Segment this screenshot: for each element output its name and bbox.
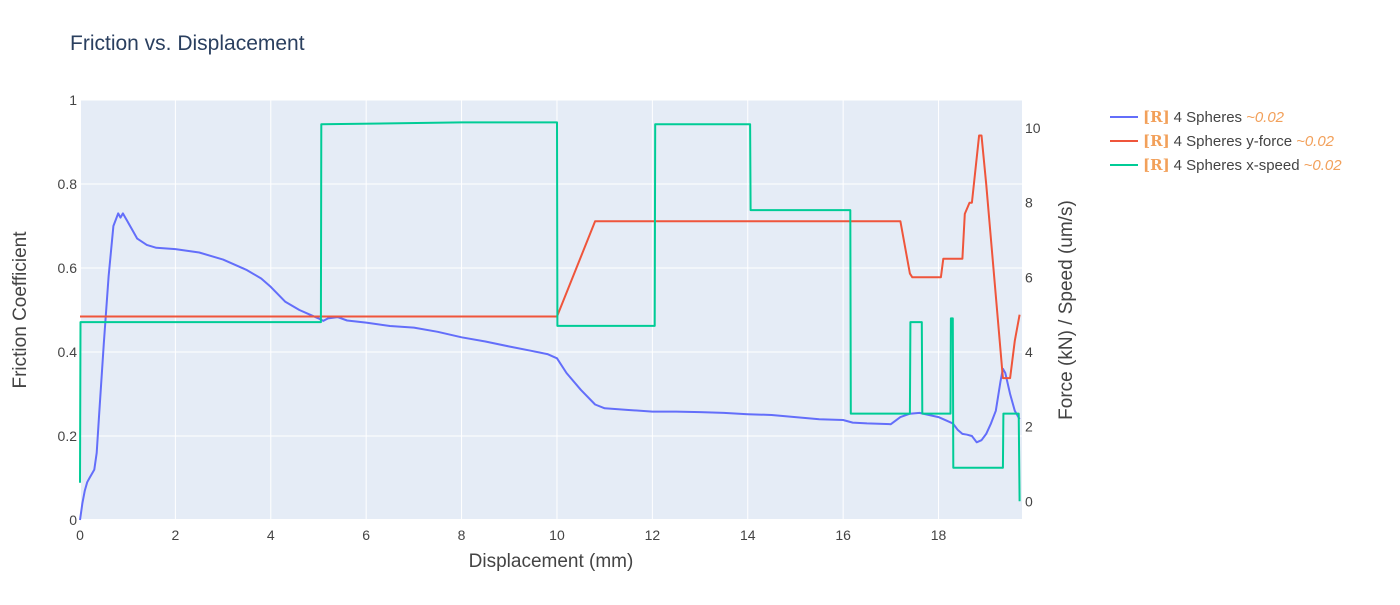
y-left-tick-label: 0.8: [58, 176, 78, 192]
y-left-tick-label: 0.2: [58, 428, 78, 444]
series-line-4-spheres[interactable]: [79, 212, 1021, 521]
series-line-4-spheres-y-force[interactable]: [80, 134, 1021, 380]
x-tick-label: 18: [931, 527, 947, 543]
x-tick-label: 8: [458, 527, 466, 543]
series-layer: [79, 121, 1021, 521]
y-right-tick-label: 8: [1025, 195, 1033, 211]
y-right-tick-label: 10: [1025, 120, 1041, 136]
series-line-4-spheres-x-speed[interactable]: [79, 121, 1021, 502]
x-tick-label: 6: [362, 527, 370, 543]
legend-label: [R] 4 Spheres ~0.02: [1143, 108, 1285, 126]
y-right-axis-title: Force (kN) / Speed (um/s): [1056, 200, 1077, 420]
legend-label: [R] 4 Spheres x-speed ~0.02: [1143, 156, 1342, 174]
y-left-axis-title: Friction Coefficient: [10, 231, 31, 389]
legend-item-4-spheres-y-force[interactable]: [R] 4 Spheres y-force ~0.02: [1110, 132, 1335, 150]
legend-item-4-spheres[interactable]: [R] 4 Spheres ~0.02: [1110, 108, 1285, 126]
grid: [79, 99, 1022, 521]
y-right-axis-ticks: 0 2 4 6 8 10: [1025, 120, 1041, 509]
x-tick-label: 4: [267, 527, 275, 543]
y-right-tick-label: 0: [1025, 493, 1033, 509]
chart-title: Friction vs. Displacement: [70, 32, 305, 55]
x-tick-label: 12: [645, 527, 661, 543]
legend-item-4-spheres-x-speed[interactable]: [R] 4 Spheres x-speed ~0.02: [1110, 156, 1342, 174]
x-tick-label: 14: [740, 527, 756, 543]
legend-label: [R] 4 Spheres y-force ~0.02: [1143, 132, 1335, 150]
y-left-tick-label: 0.4: [58, 344, 78, 360]
x-tick-label: 2: [171, 527, 179, 543]
y-left-tick-label: 0.6: [58, 260, 78, 276]
plot-background: [80, 100, 1022, 520]
legend[interactable]: [R] 4 Spheres ~0.02 [R] 4 Spheres y-force ~0.…: [1110, 108, 1342, 174]
y-left-axis-ticks: 0 0.2 0.4 0.6 0.8 1: [58, 92, 78, 528]
x-tick-label: 16: [835, 527, 851, 543]
x-axis-ticks: 0 2 4 6 8 10 12 14 16 18: [76, 527, 946, 543]
y-right-tick-label: 2: [1025, 419, 1033, 435]
y-right-tick-label: 4: [1025, 344, 1033, 360]
y-left-tick-label: 0: [69, 512, 77, 528]
x-axis-title: Displacement (mm): [469, 551, 634, 572]
y-left-tick-label: 1: [69, 92, 77, 108]
x-tick-label: 0: [76, 527, 84, 543]
x-tick-label: 10: [549, 527, 565, 543]
y-right-tick-label: 6: [1025, 269, 1033, 285]
